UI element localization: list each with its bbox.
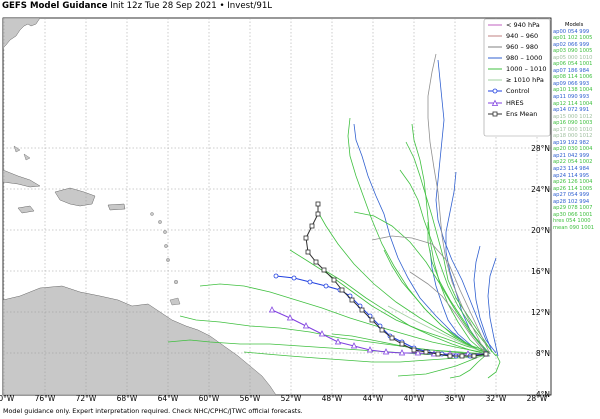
member-entry: ap22 054 1002 xyxy=(553,159,593,166)
member-entry: mean 090 1001 xyxy=(553,224,595,231)
lon-label: 52°W xyxy=(281,394,302,403)
member-entry: ap24 114 995 xyxy=(553,172,590,179)
member-entry: ap27 054 999 xyxy=(553,192,590,199)
lon-label: 72°W xyxy=(76,394,97,403)
lat-label: 12°N xyxy=(531,308,550,317)
legend-marker-hres xyxy=(491,99,499,106)
legend-label-ge1010: ≥ 1010 hPa xyxy=(506,76,544,84)
member-entry: ap03 090 1005 xyxy=(553,48,593,55)
lon-label: 32°W xyxy=(486,394,507,403)
lon-label: 40°W xyxy=(404,394,425,403)
lon-label: 60°W xyxy=(199,394,220,403)
legend-label-hres: HRES xyxy=(506,99,524,107)
member-entry: ap18 000 1012 xyxy=(553,133,593,140)
member-entry: ap30 066 1001 xyxy=(553,211,593,218)
lat-label: 20°N xyxy=(531,226,550,235)
member-entry: ap16 090 1003 xyxy=(553,120,593,127)
track-map: 28°N 24°N 20°N 16°N 12°N 8°N 4°N 80°W 76… xyxy=(0,17,552,403)
legend-marker-ens-mean xyxy=(492,111,498,117)
lon-label: 36°W xyxy=(445,394,466,403)
legend-label-ens-mean: Ens Mean xyxy=(506,110,537,118)
lat-label: 28°N xyxy=(531,144,550,153)
member-entry: ap20 030 1004 xyxy=(553,146,593,153)
member-entry: ap26 126 1004 xyxy=(553,179,593,186)
member-entry: ap23 114 984 xyxy=(553,166,590,173)
lat-label: 24°N xyxy=(531,185,550,194)
member-entry: ap11 090 993 xyxy=(553,94,590,101)
chart-title: GEFS Model Guidance Init 12z Tue 28 Sep … xyxy=(2,1,272,11)
lon-label: 80°W xyxy=(0,394,15,403)
lat-labels: 28°N 24°N 20°N 16°N 12°N 8°N 4°N xyxy=(531,144,550,399)
member-entry: ap09 066 993 xyxy=(553,80,590,87)
ens-mean-track xyxy=(303,201,489,359)
disclaimer-footer: Model guidance only. Expert interpretati… xyxy=(3,407,303,415)
legend-label-lt940: < 940 hPa xyxy=(506,21,540,29)
member-entry: ap05 000 1010 xyxy=(553,54,593,61)
members-rows: ap00 054 999 ap01 102 1005 ap02 066 999 ap0… xyxy=(553,29,600,232)
member-entry: ap12 114 1004 xyxy=(553,100,593,107)
members-header: Models xyxy=(565,22,584,28)
legend-label-1000-1010: 1000 – 1010 xyxy=(506,65,546,73)
lon-label: 68°W xyxy=(117,394,138,403)
member-entry: ap19 192 982 xyxy=(553,139,590,146)
lon-label: 48°W xyxy=(322,394,343,403)
lon-label: 76°W xyxy=(35,394,56,403)
lon-label: 44°W xyxy=(363,394,384,403)
member-entry: hres 054 1000 xyxy=(553,218,591,225)
chart-title-rest: Init 12z Tue 28 Sep 2021 • Invest/91L xyxy=(110,1,273,11)
member-entry: ap00 054 999 xyxy=(553,28,590,35)
member-entry: ap17 000 1010 xyxy=(553,126,593,133)
member-entry: ap28 102 994 xyxy=(553,198,590,205)
lat-label: 4°N xyxy=(536,390,550,399)
lon-label: 56°W xyxy=(240,394,261,403)
lon-label: 28°W xyxy=(527,394,548,403)
legend-label-940-960: 940 – 960 xyxy=(506,32,538,40)
lon-label: 64°W xyxy=(158,394,179,403)
legend-label-980-1000: 980 – 1000 xyxy=(506,54,542,62)
member-entry: ap29 078 1007 xyxy=(553,205,593,212)
chart-title-bold: GEFS Model Guidance xyxy=(2,1,108,11)
member-entry: ap10 138 1004 xyxy=(553,87,593,94)
lat-label: 8°N xyxy=(536,349,550,358)
land-layer xyxy=(3,18,277,395)
legend-marker-control xyxy=(492,88,498,94)
member-entry: ap07 186 984 xyxy=(553,67,590,74)
legend-label-960-980: 960 – 980 xyxy=(506,43,538,51)
member-entry: ap02 066 999 xyxy=(553,41,590,48)
legend-label-control: Control xyxy=(506,87,530,95)
members-list: Models ap00 054 999 ap01 102 1005 ap02 066… xyxy=(553,22,600,232)
member-entry: ap01 102 1005 xyxy=(553,35,593,42)
member-entry: ap06 054 1001 xyxy=(553,61,593,68)
member-entry: ap08 114 1006 xyxy=(553,74,593,81)
member-entry: ap15 000 1012 xyxy=(553,113,593,120)
member-entry: ap14 072 991 xyxy=(553,107,590,114)
lon-labels: 80°W 76°W 72°W 68°W 64°W 60°W 56°W 52°W … xyxy=(0,394,548,403)
ensemble-tracks xyxy=(167,53,501,379)
member-entry: ap21 042 999 xyxy=(553,152,590,159)
legend: < 940 hPa 940 – 960 960 – 980 980 – 1000… xyxy=(483,18,551,137)
member-entry: ap26 114 1005 xyxy=(553,185,593,192)
lat-label: 16°N xyxy=(531,267,550,276)
